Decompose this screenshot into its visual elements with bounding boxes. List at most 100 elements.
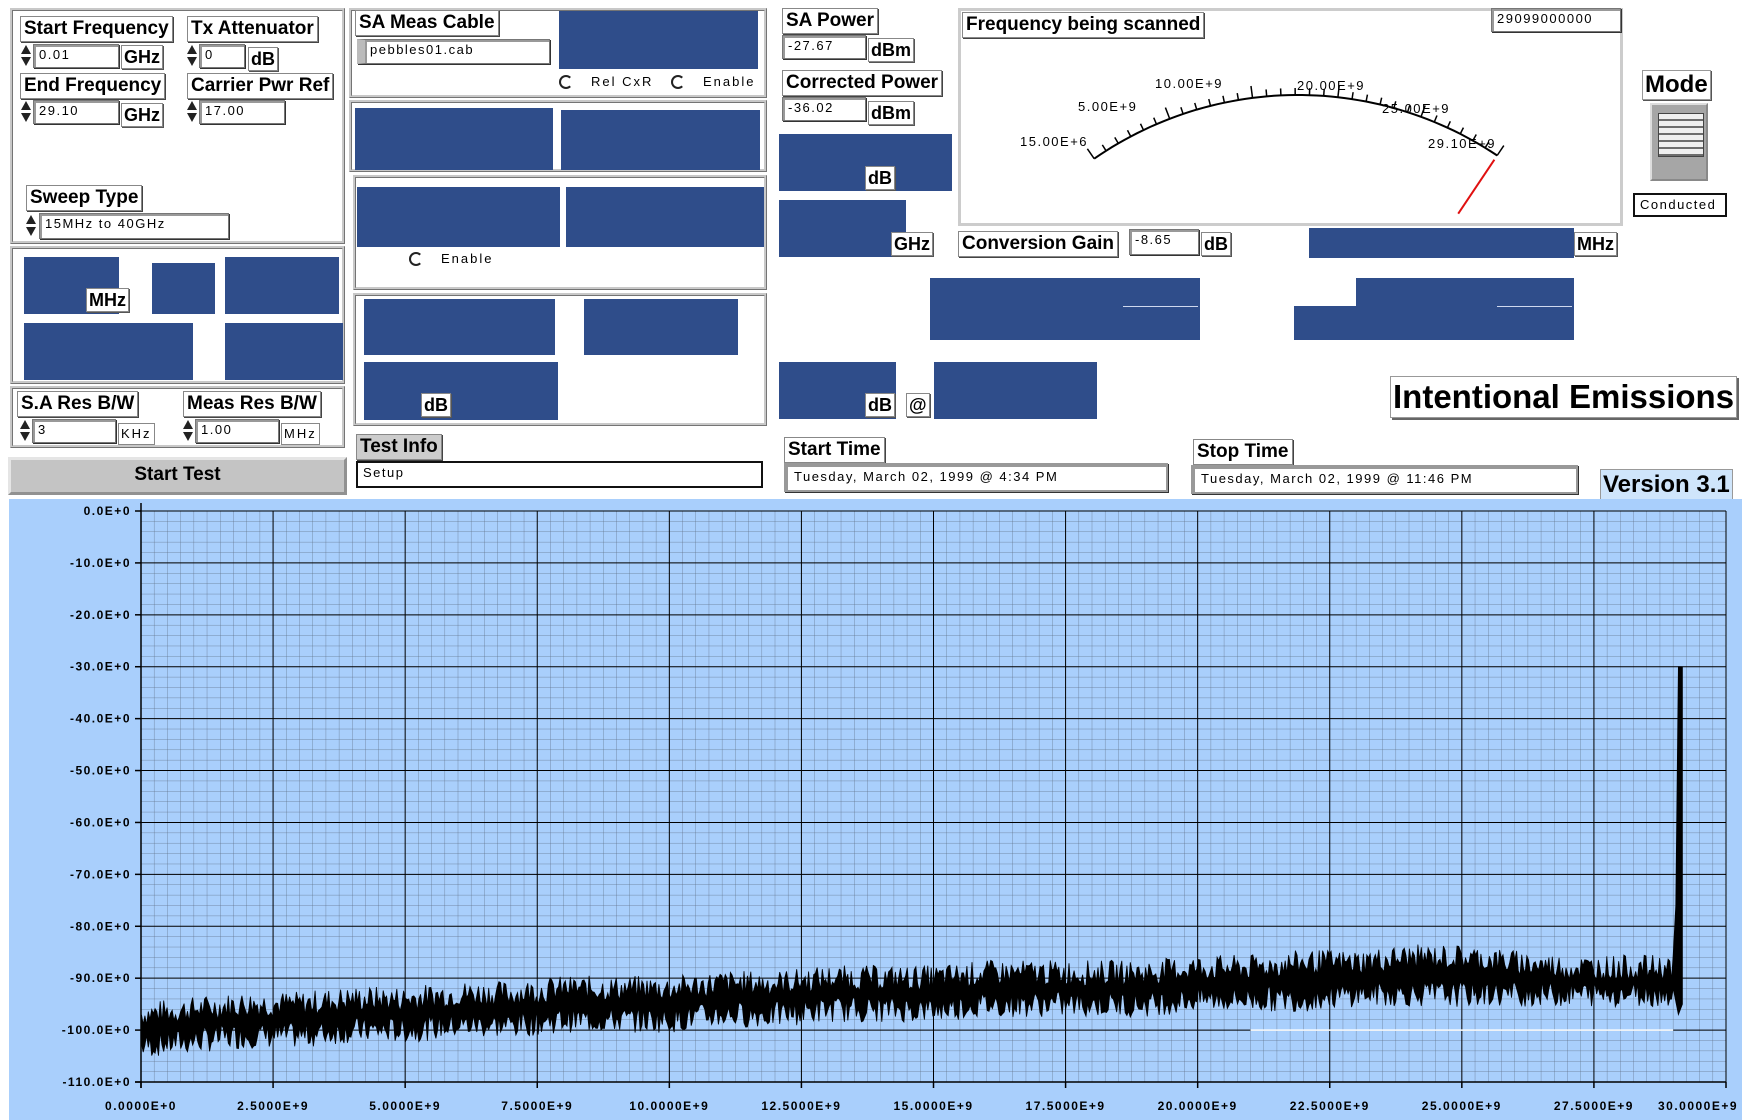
readout-box — [930, 278, 1200, 340]
end-frequency-input[interactable]: 29.10 — [33, 100, 119, 124]
start-time-value: Tuesday, March 02, 1999 @ 4:34 PM — [784, 463, 1168, 492]
sweep-type-spinner[interactable] — [26, 213, 37, 239]
dial-tick — [1250, 85, 1254, 98]
x-tick-label: 7.5000E+9 — [501, 1099, 573, 1113]
y-tick-label: -10.0E+0 — [70, 556, 131, 570]
end-frequency-unit: GHz — [121, 103, 163, 127]
test-info-label: Test Info — [356, 434, 442, 460]
tx-attenuator-unit: dB — [248, 47, 278, 71]
dial-tick — [1208, 98, 1212, 107]
at-sign: @ — [906, 393, 930, 417]
rel-cxr-radio[interactable] — [559, 75, 573, 89]
dial-tick — [1496, 145, 1505, 156]
x-tick-label: 2.5000E+9 — [237, 1099, 309, 1113]
meas-res-bw-unit: MHz — [281, 423, 320, 445]
frequency-dial: 15.00E+6 5.00E+9 10.00E+9 20.00E+9 25.00E+9 2… — [1020, 76, 1505, 215]
readout-box — [561, 110, 760, 170]
sa-meas-cable-label: SA Meas Cable — [355, 10, 499, 36]
enable-radio-2[interactable] — [409, 252, 423, 266]
tx-attenuator-spinner[interactable] — [187, 43, 198, 69]
readout-panel-left — [10, 246, 345, 384]
tx-attenuator-label: Tx Attenuator — [187, 16, 318, 42]
sa-meas-cable-input[interactable]: pebbles01.cab — [357, 39, 550, 64]
settings-panel — [10, 8, 345, 244]
enable-label: Enable — [703, 74, 756, 89]
dial-tick — [1433, 115, 1438, 123]
carrier-pwr-ref-input[interactable]: 17.00 — [199, 100, 285, 124]
dial-tick — [1393, 101, 1397, 109]
dial-needle — [1457, 159, 1496, 215]
db-panel — [353, 293, 767, 426]
conversion-gain-value: -8.65 — [1129, 229, 1199, 255]
frequency-scanned-value: 29099000000 — [1491, 8, 1621, 32]
resbw-panel — [10, 386, 345, 448]
readout-box — [355, 108, 553, 170]
dial-tick — [1406, 105, 1411, 113]
dial-tick — [1139, 123, 1145, 131]
enable-radio[interactable] — [671, 75, 685, 89]
page-title: Intentional Emissions — [1390, 376, 1738, 418]
readout-notch — [1294, 278, 1356, 306]
enable-panel — [353, 175, 767, 290]
x-tick-label: 5.0000E+9 — [369, 1099, 441, 1113]
dial-tick — [1153, 117, 1158, 125]
dial-tick — [1114, 136, 1119, 144]
meas-res-bw-spinner[interactable] — [183, 418, 194, 444]
readout-box — [779, 200, 906, 257]
dial-tick — [1236, 92, 1240, 101]
dial-label: 20.00E+9 — [1297, 78, 1365, 93]
sa-res-bw-spinner[interactable] — [20, 418, 31, 444]
test-info-input[interactable]: Setup — [356, 461, 763, 488]
ghz-unit: GHz — [891, 232, 933, 256]
readout-box — [364, 299, 555, 355]
dial-tick — [1164, 107, 1171, 120]
dial-tick — [1194, 102, 1198, 110]
dial-label: 25.00E+9 — [1382, 101, 1450, 116]
readout-notch — [920, 278, 930, 308]
readout-box — [364, 362, 558, 420]
sa-power-unit: dBm — [868, 38, 914, 62]
x-tick-label: 20.0000E+9 — [1158, 1099, 1238, 1113]
dial-label: 10.00E+9 — [1155, 76, 1223, 91]
x-tick-label: 10.0000E+9 — [629, 1099, 709, 1113]
sweep-type-input[interactable]: 15MHz to 40GHz — [39, 213, 229, 239]
meas-res-bw-label: Meas Res B/W — [183, 391, 321, 417]
sa-res-bw-unit: KHz — [118, 423, 155, 445]
end-frequency-spinner[interactable] — [21, 99, 32, 125]
y-tick-label: -110.0E+0 — [62, 1075, 131, 1089]
end-frequency-label: End Frequency — [20, 73, 166, 99]
tx-attenuator-input[interactable]: 0 — [199, 44, 245, 68]
x-tick-label: 15.0000E+9 — [893, 1099, 973, 1113]
mode-title: Mode — [1642, 70, 1711, 100]
readout-divider — [1123, 306, 1198, 307]
start-frequency-input[interactable]: 0.01 — [33, 44, 119, 68]
conversion-mhz-unit: MHz — [1574, 232, 1617, 256]
dial-tick — [1379, 97, 1383, 105]
readout-box — [584, 299, 738, 355]
start-frequency-label: Start Frequency — [20, 16, 173, 42]
cable-readout-panel — [349, 100, 767, 172]
corrected-power-unit: dBm — [868, 101, 914, 125]
x-tick-label: 30.0000E+9 — [1658, 1099, 1738, 1113]
dial-tick — [1265, 89, 1268, 97]
dial-tick — [1446, 120, 1452, 128]
readout-box — [24, 323, 193, 380]
dial-tick — [1086, 148, 1095, 160]
mode-switch[interactable] — [1650, 103, 1708, 181]
dial-tick — [1420, 105, 1426, 118]
sa-power-value: -27.67 — [782, 35, 866, 59]
y-tick-label: -40.0E+0 — [70, 712, 131, 726]
x-tick-label: 27.5000E+9 — [1554, 1099, 1634, 1113]
meas-res-bw-input[interactable]: 1.00 — [195, 419, 279, 443]
carrier-pwr-ref-spinner[interactable] — [187, 99, 198, 125]
sa-res-bw-label: S.A Res B/W — [17, 391, 139, 417]
sa-power-label: SA Power — [782, 8, 878, 34]
y-tick-label: 0.0E+0 — [84, 504, 131, 518]
start-time-label: Start Time — [784, 437, 885, 463]
start-frequency-spinner[interactable] — [21, 43, 32, 69]
x-tick-label: 25.0000E+9 — [1422, 1099, 1502, 1113]
frequency-dial-panel — [958, 8, 1623, 226]
start-test-button[interactable]: Start Test — [8, 457, 347, 495]
sa-res-bw-input[interactable]: 3 — [32, 419, 116, 443]
